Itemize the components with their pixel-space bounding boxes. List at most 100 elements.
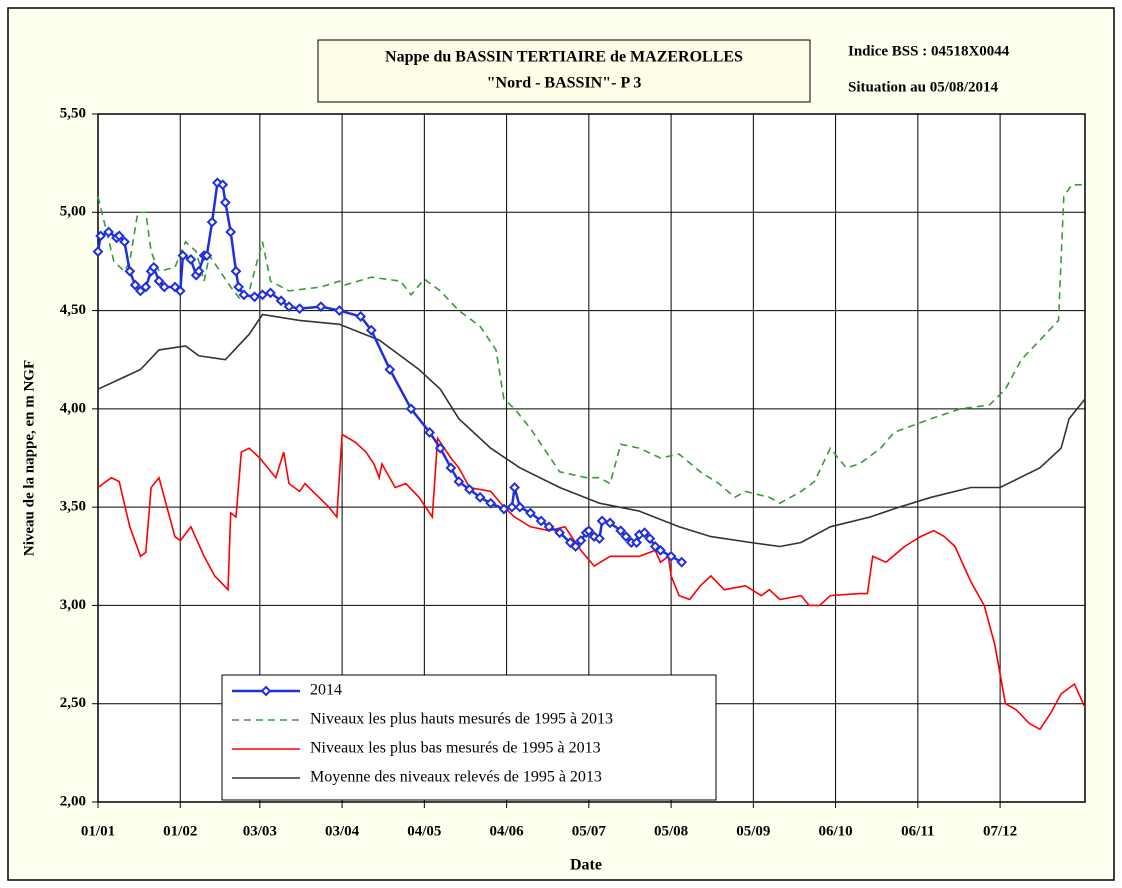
x-tick-label: 05/08 bbox=[654, 823, 688, 839]
point-marker bbox=[405, 403, 417, 415]
legend-box bbox=[221, 674, 717, 801]
x-tick-label: 03/04 bbox=[325, 823, 360, 839]
point-marker bbox=[294, 303, 306, 315]
point-marker bbox=[485, 497, 497, 509]
point-marker bbox=[498, 503, 510, 515]
point-marker bbox=[174, 285, 186, 297]
series-line bbox=[97, 313, 1086, 548]
point-marker bbox=[219, 197, 231, 208]
x-tick-label: 05/07 bbox=[572, 823, 607, 839]
x-tick-label: 06/10 bbox=[819, 823, 853, 839]
point-marker bbox=[464, 484, 475, 495]
x-axis-label: Date bbox=[570, 857, 602, 874]
point-marker bbox=[103, 226, 115, 238]
annotation: Situation au 05/08/2014 bbox=[848, 79, 999, 95]
point-marker bbox=[631, 537, 643, 548]
point-marker bbox=[119, 236, 130, 248]
point-marker bbox=[676, 556, 688, 568]
y-tick-label: 3,00 bbox=[60, 597, 86, 613]
title-box bbox=[317, 39, 811, 103]
point-marker bbox=[644, 533, 656, 545]
point-marker bbox=[655, 544, 666, 556]
point-marker bbox=[201, 250, 213, 261]
point-marker bbox=[424, 427, 436, 438]
x-tick-label: 06/11 bbox=[901, 823, 934, 839]
x-tick-label: 01/01 bbox=[81, 823, 115, 839]
point-marker bbox=[554, 527, 566, 539]
legend-label: 2014 bbox=[310, 682, 342, 699]
point-marker bbox=[225, 226, 237, 238]
point-marker bbox=[594, 533, 605, 545]
chart-subtitle: "Nord - BASSIN"- P 3 bbox=[487, 75, 642, 92]
x-tick-label: 03/03 bbox=[243, 823, 277, 839]
point-marker bbox=[665, 550, 677, 562]
point-marker bbox=[113, 230, 125, 242]
point-marker bbox=[185, 254, 197, 265]
legend-label: Niveaux les plus hauts mesurés de 1995 à… bbox=[310, 711, 613, 728]
point-marker bbox=[193, 265, 205, 277]
annotation: Indice BSS : 04518X0044 bbox=[848, 43, 1010, 59]
point-marker bbox=[525, 507, 536, 519]
y-tick-label: 5,50 bbox=[60, 105, 86, 121]
legend-label: Niveaux les plus bas mesurés de 1995 à 2… bbox=[310, 740, 601, 757]
point-marker bbox=[334, 305, 345, 316]
point-marker bbox=[140, 281, 152, 293]
point-marker bbox=[365, 324, 377, 336]
point-marker bbox=[615, 525, 627, 537]
point-marker bbox=[604, 517, 616, 529]
y-axis-label: Niveau de la nappe, en m NGF bbox=[21, 360, 37, 556]
point-marker bbox=[583, 525, 595, 537]
x-tick-label: 07/12 bbox=[983, 823, 1017, 839]
point-marker bbox=[233, 281, 245, 293]
point-marker bbox=[283, 301, 295, 313]
plot-border bbox=[97, 113, 1086, 803]
point-marker bbox=[434, 442, 446, 454]
point-marker bbox=[509, 482, 520, 493]
x-tick-label: 04/06 bbox=[490, 823, 525, 839]
y-tick-label: 3,50 bbox=[60, 499, 86, 515]
point-marker bbox=[92, 246, 104, 258]
legend-marker bbox=[260, 685, 272, 697]
y-tick-label: 2,00 bbox=[60, 793, 86, 809]
point-marker bbox=[158, 281, 170, 293]
point-marker bbox=[445, 462, 457, 474]
point-marker bbox=[206, 216, 218, 228]
point-marker bbox=[639, 527, 650, 539]
point-marker bbox=[543, 521, 555, 533]
point-marker bbox=[177, 250, 189, 261]
point-marker bbox=[575, 535, 587, 546]
point-marker bbox=[95, 230, 107, 242]
point-marker bbox=[275, 295, 287, 307]
point-marker bbox=[124, 265, 136, 277]
point-marker bbox=[249, 291, 260, 303]
series-line bbox=[97, 433, 1086, 731]
point-marker bbox=[315, 301, 327, 313]
point-marker bbox=[148, 261, 160, 273]
point-marker bbox=[257, 289, 268, 301]
point-marker bbox=[384, 364, 396, 375]
y-tick-label: 2,50 bbox=[60, 695, 86, 711]
point-marker bbox=[506, 501, 518, 513]
point-marker bbox=[355, 311, 367, 322]
y-tick-label: 5,00 bbox=[60, 204, 86, 220]
y-tick-label: 4,50 bbox=[60, 302, 86, 318]
point-marker bbox=[535, 515, 547, 527]
point-marker bbox=[153, 275, 165, 287]
point-marker bbox=[596, 515, 608, 527]
x-tick-label: 04/05 bbox=[407, 823, 441, 839]
point-marker bbox=[129, 279, 141, 291]
point-marker bbox=[588, 531, 600, 543]
point-marker bbox=[453, 476, 465, 488]
y-tick-label: 4,00 bbox=[60, 400, 86, 416]
point-marker bbox=[238, 289, 250, 301]
x-tick-label: 01/02 bbox=[163, 823, 197, 839]
point-marker bbox=[570, 541, 581, 552]
point-marker bbox=[474, 491, 486, 503]
point-marker bbox=[620, 531, 632, 543]
point-marker bbox=[265, 287, 276, 299]
x-tick-label: 05/09 bbox=[736, 823, 770, 839]
point-marker bbox=[217, 179, 229, 191]
point-marker bbox=[230, 265, 242, 277]
chart-title: Nappe du BASSIN TERTIAIRE de MAZEROLLES bbox=[385, 49, 743, 66]
